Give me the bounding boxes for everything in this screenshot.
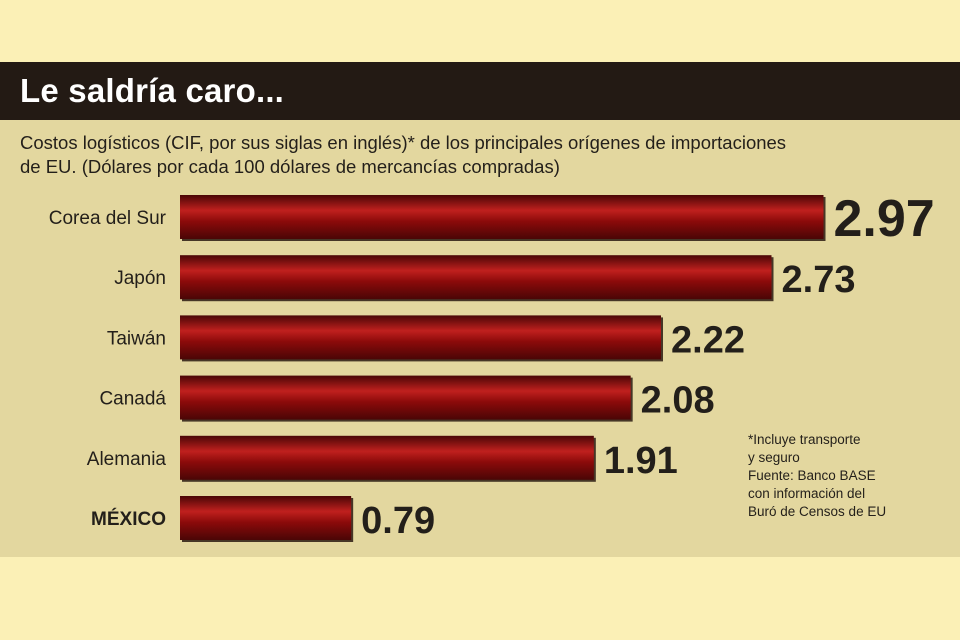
value-label: 2.22 (671, 319, 745, 361)
bar (180, 435, 594, 480)
bar (180, 375, 631, 420)
value-label: 2.73 (782, 259, 856, 301)
subtitle-line-1: Costos logísticos (CIF, por sus siglas e… (20, 132, 787, 153)
category-label: Alemania (87, 449, 167, 470)
value-label: 2.97 (834, 190, 935, 248)
bar (180, 195, 824, 239)
note-line-5: Buró de Censos de EU (748, 504, 887, 519)
category-label: Corea del Sur (49, 208, 167, 229)
subtitle-line-2: de EU. (Dólares por cada 100 dólares de … (20, 156, 560, 177)
note-line-4: con información del (748, 486, 866, 501)
source-note: *Incluye transporte y seguro Fuente: Ban… (748, 431, 948, 521)
title-bar (0, 62, 960, 120)
value-label: 2.08 (641, 380, 715, 422)
bar (180, 315, 661, 360)
bar (180, 255, 772, 300)
category-label: Canadá (99, 389, 166, 410)
value-label: 0.79 (361, 500, 435, 542)
value-label: 1.91 (604, 440, 678, 482)
chart-title: Le saldría caro... (20, 72, 285, 109)
chart-subtitle: Costos logísticos (CIF, por sus siglas e… (20, 131, 940, 179)
note-line-3: Fuente: Banco BASE (748, 468, 876, 483)
category-label: Japón (114, 268, 166, 289)
category-label: Taiwán (107, 328, 166, 349)
note-line-2: y seguro (748, 450, 800, 465)
bar (180, 496, 352, 540)
note-line-1: *Incluye transporte (748, 432, 861, 447)
category-label: MÉXICO (91, 508, 166, 530)
